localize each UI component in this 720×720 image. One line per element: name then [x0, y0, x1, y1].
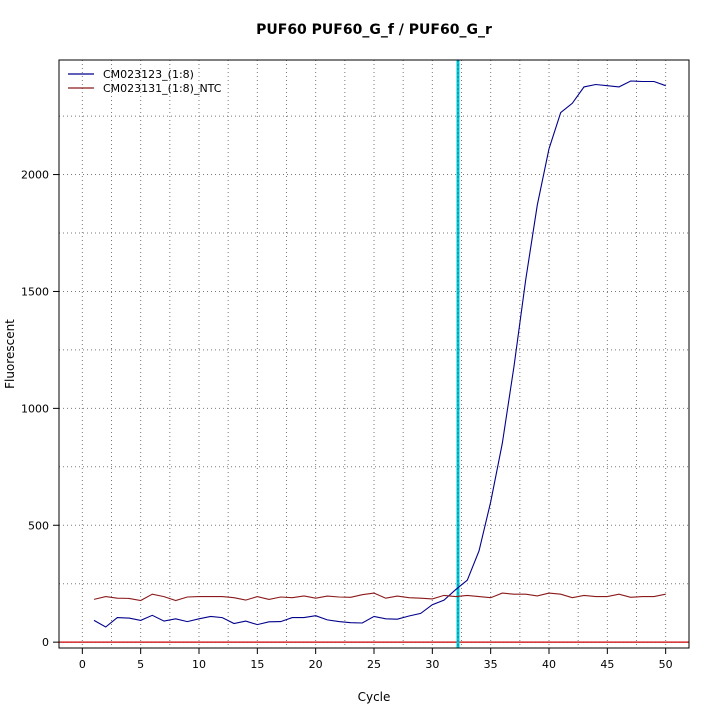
x-tick-label: 40: [542, 658, 556, 671]
x-axis: 0 5 10 15 20 25 30 35 40 45 50: [79, 648, 673, 671]
legend: CM023123_(1:8)CM023131_(1:8)_NTC: [68, 68, 222, 95]
grid: [59, 60, 689, 648]
x-tick-label: 30: [425, 658, 439, 671]
y-tick-label: 0: [42, 636, 49, 649]
y-axis-label: Fluorescent: [3, 319, 17, 389]
reference-lines: [59, 60, 689, 648]
y-tick-label: 2000: [21, 169, 49, 182]
x-tick-label: 20: [309, 658, 323, 671]
y-tick-label: 500: [28, 519, 49, 532]
x-tick-label: 10: [192, 658, 206, 671]
legend-label-2: CM023131_(1:8)_NTC: [103, 82, 222, 95]
series-group: [93, 80, 666, 628]
x-tick-label: 25: [367, 658, 381, 671]
x-tick-label: 5: [137, 658, 144, 671]
legend-label-1: CM023123_(1:8): [103, 68, 194, 81]
x-tick-label: 50: [659, 658, 673, 671]
x-tick-label: 45: [600, 658, 614, 671]
y-tick-label: 1000: [21, 402, 49, 415]
x-tick-label: 15: [250, 658, 264, 671]
series-line-2: [93, 592, 666, 602]
chart-title: PUF60 PUF60_G_f / PUF60_G_r: [256, 22, 492, 38]
y-tick-label: 1500: [21, 285, 49, 298]
x-tick-label: 0: [79, 658, 86, 671]
x-tick-label: 35: [484, 658, 498, 671]
series-line-1: [93, 80, 666, 628]
y-axis: 0 500 1000 1500 2000: [21, 169, 59, 649]
x-axis-label: Cycle: [358, 690, 391, 704]
